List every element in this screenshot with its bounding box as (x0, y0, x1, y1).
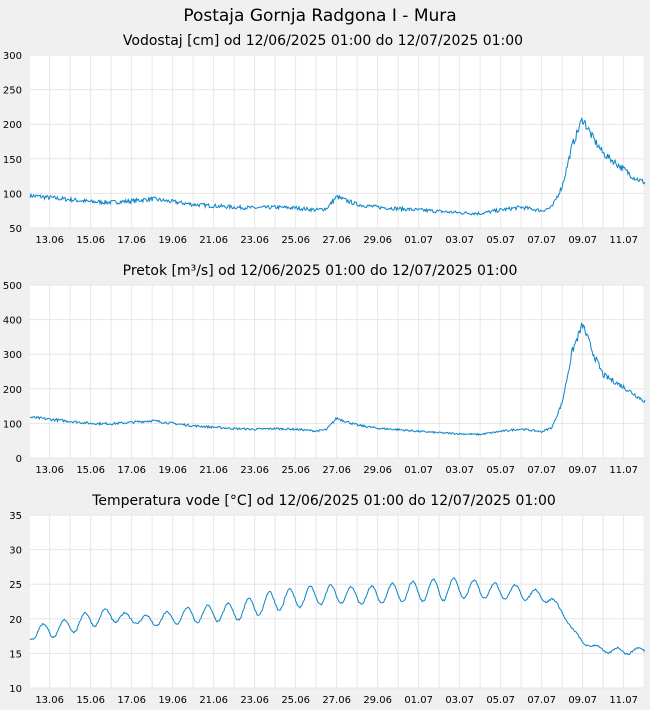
plot-background (30, 55, 645, 228)
x-tick-label: 13.06 (35, 695, 64, 706)
x-tick-label: 05.07 (486, 235, 515, 246)
x-tick-label: 17.06 (117, 235, 146, 246)
x-tick-label: 11.07 (609, 695, 638, 706)
y-tick-label: 100 (3, 189, 22, 200)
y-tick-label: 200 (3, 120, 22, 131)
x-tick-label: 27.06 (322, 465, 351, 476)
x-tick-label: 05.07 (486, 465, 515, 476)
x-tick-label: 03.07 (445, 235, 474, 246)
y-tick-label: 10 (9, 684, 22, 695)
x-tick-label: 03.07 (445, 695, 474, 706)
x-tick-label: 19.06 (158, 695, 187, 706)
y-tick-label: 30 (9, 546, 22, 557)
x-tick-label: 01.07 (404, 235, 433, 246)
x-tick-label: 15.06 (76, 235, 105, 246)
x-tick-label: 25.06 (281, 235, 310, 246)
chart-discharge: Pretok [m³/s] od 12/06/2025 01:00 do 12/… (3, 263, 646, 476)
chart-title-water-temperature: Temperatura vode [°C] od 12/06/2025 01:0… (91, 493, 556, 509)
x-tick-label: 05.07 (486, 695, 515, 706)
plot-area-water-level: 50 100 150 200 250 300 13.06 15.06 17.06 19.06 21.… (3, 51, 646, 246)
x-tick-label: 11.07 (609, 235, 638, 246)
y-tick-label: 150 (3, 155, 22, 166)
y-tick-label: 0 (16, 454, 22, 465)
x-tick-label: 07.07 (527, 465, 556, 476)
x-tick-label: 27.06 (322, 695, 351, 706)
y-tick-label: 15 (9, 649, 22, 660)
chart-water-temperature: Temperatura vode [°C] od 12/06/2025 01:0… (9, 493, 646, 706)
plot-area-water-temperature: 10 15 20 25 30 35 13.06 15.06 17.06 19.06 21.06 23.… (9, 511, 646, 706)
series-line (29, 577, 646, 656)
chart-title-water-level: Vodostaj [cm] od 12/06/2025 01:00 do 12/… (123, 33, 523, 49)
y-tick-label: 35 (9, 511, 22, 522)
y-tick-label: 300 (3, 51, 22, 62)
x-tick-label: 13.06 (35, 465, 64, 476)
x-tick-label: 17.06 (117, 695, 146, 706)
x-tick-label: 17.06 (117, 465, 146, 476)
series-line (29, 322, 646, 436)
x-tick-label: 21.06 (199, 235, 228, 246)
x-tick-label: 19.06 (158, 235, 187, 246)
x-tick-label: 25.06 (281, 695, 310, 706)
x-tick-label: 11.07 (609, 465, 638, 476)
chart-title-discharge: Pretok [m³/s] od 12/06/2025 01:00 do 12/… (123, 263, 518, 279)
plot-background (30, 515, 645, 688)
y-tick-label: 400 (3, 316, 22, 327)
y-tick-label: 500 (3, 281, 22, 292)
y-tick-label: 50 (9, 224, 22, 235)
x-tick-label: 29.06 (363, 465, 392, 476)
x-tick-label: 09.07 (568, 695, 597, 706)
x-tick-label: 07.07 (527, 235, 556, 246)
x-tick-label: 09.07 (568, 465, 597, 476)
series-line (29, 117, 646, 216)
x-tick-label: 19.06 (158, 465, 187, 476)
x-tick-label: 23.06 (240, 695, 269, 706)
y-tick-label: 100 (3, 419, 22, 430)
x-tick-label: 09.07 (568, 235, 597, 246)
x-tick-label: 29.06 (363, 235, 392, 246)
x-tick-label: 29.06 (363, 695, 392, 706)
x-tick-label: 21.06 (199, 465, 228, 476)
x-tick-label: 03.07 (445, 465, 474, 476)
y-tick-label: 25 (9, 580, 22, 591)
x-tick-label: 07.07 (527, 695, 556, 706)
y-tick-label: 250 (3, 86, 22, 97)
y-tick-label: 200 (3, 385, 22, 396)
x-tick-label: 25.06 (281, 465, 310, 476)
chart-water-level: Vodostaj [cm] od 12/06/2025 01:00 do 12/… (3, 33, 646, 246)
y-tick-label: 20 (9, 615, 22, 626)
x-tick-label: 13.06 (35, 235, 64, 246)
x-tick-label: 15.06 (76, 465, 105, 476)
x-tick-label: 23.06 (240, 235, 269, 246)
x-tick-label: 21.06 (199, 695, 228, 706)
figure-title: Postaja Gornja Radgona I - Mura (183, 6, 456, 26)
x-tick-label: 27.06 (322, 235, 351, 246)
plot-background (30, 285, 645, 458)
x-tick-label: 01.07 (404, 465, 433, 476)
x-tick-label: 15.06 (76, 695, 105, 706)
y-tick-label: 300 (3, 350, 22, 361)
plot-area-discharge: 0 100 200 300 400 500 13.06 15.06 17.06 19.06 21.0… (3, 281, 646, 476)
x-tick-label: 01.07 (404, 695, 433, 706)
x-tick-label: 23.06 (240, 465, 269, 476)
